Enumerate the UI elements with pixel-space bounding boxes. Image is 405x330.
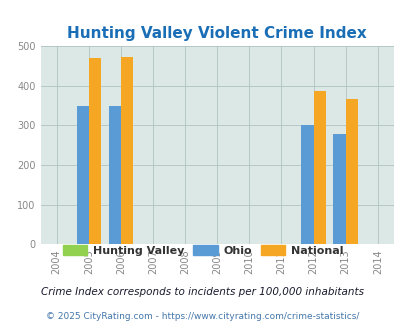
Bar [109,106,121,244]
Text: © 2025 CityRating.com - https://www.cityrating.com/crime-statistics/: © 2025 CityRating.com - https://www.city… [46,312,359,321]
Bar [89,58,101,244]
Bar [345,99,357,244]
Bar [313,91,325,244]
Text: Crime Index corresponds to incidents per 100,000 inhabitants: Crime Index corresponds to incidents per… [41,287,364,297]
Legend: Hunting Valley, Ohio, National: Hunting Valley, Ohio, National [58,241,347,260]
Title: Hunting Valley Violent Crime Index: Hunting Valley Violent Crime Index [67,26,366,41]
Bar [333,134,345,244]
Bar [77,106,89,244]
Bar [301,125,313,244]
Bar [121,57,133,244]
